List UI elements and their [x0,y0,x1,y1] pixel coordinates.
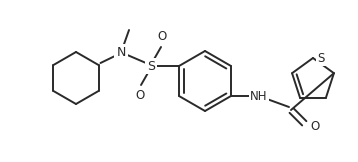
Text: S: S [317,52,324,64]
Text: S: S [147,59,155,73]
Text: O: O [310,120,319,133]
Text: NH: NH [250,89,268,103]
Text: O: O [135,89,145,102]
Text: O: O [158,30,166,43]
Text: N: N [116,46,126,58]
